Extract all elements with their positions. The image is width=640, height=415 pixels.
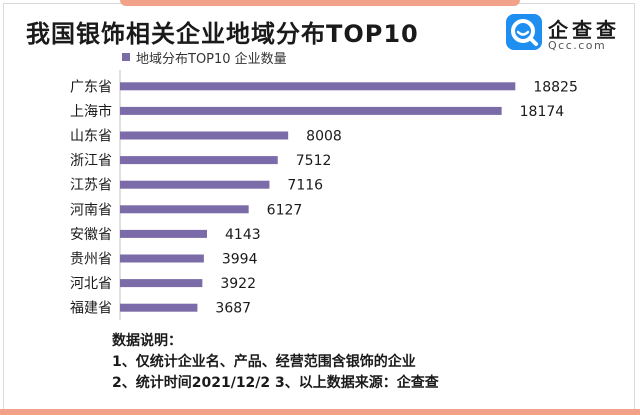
logo-name: 企查查: [548, 18, 620, 42]
data-label: 7116: [287, 178, 323, 194]
notes-heading: 数据说明：: [112, 333, 182, 349]
category-label: 福建省: [70, 301, 112, 317]
chart-legend: 地域分布TOP10 企业数量: [122, 49, 287, 67]
data-label: 6127: [267, 202, 303, 218]
data-label: 8008: [306, 129, 342, 145]
brand-logo: 企查查 Qcc.com: [506, 14, 624, 54]
logo-domain: Qcc.com: [548, 39, 607, 52]
category-label: 浙江省: [70, 153, 112, 169]
qcc-logo-icon: [506, 14, 542, 50]
data-label: 7512: [296, 153, 332, 169]
data-notes: 数据说明： 1、仅统计企业名、产品、经营范围含银饰的企业 2、统计时间2021/…: [112, 331, 439, 394]
category-label: 广东省: [70, 79, 112, 95]
category-label: 河北省: [70, 276, 112, 292]
bar: [120, 229, 208, 238]
bar: [120, 254, 204, 263]
bar: [120, 205, 249, 214]
notes-line-2: 2、统计时间2021/12/2 3、以上数据来源：企查查: [112, 375, 439, 391]
category-label: 安徽省: [70, 227, 112, 243]
category-label: 山东省: [70, 129, 112, 145]
notes-line-1: 1、仅统计企业名、产品、经营范围含银饰的企业: [112, 354, 416, 370]
bar: [120, 131, 289, 140]
legend-label: 地域分布TOP10 企业数量: [136, 51, 287, 67]
bar: [120, 106, 502, 115]
bar: [120, 180, 270, 189]
category-label: 河南省: [70, 202, 112, 218]
bar: [120, 303, 198, 312]
data-label: 18825: [533, 79, 578, 95]
category-label: 贵州省: [70, 252, 112, 268]
data-label: 4143: [225, 227, 261, 243]
data-label: 18174: [520, 104, 565, 120]
bar-chart: 广东省 18825 上海市 18174 山东省 8008 浙江省 7512 江苏省 7116 河南省…: [70, 70, 578, 320]
bar: [120, 82, 516, 91]
bar: [120, 156, 278, 165]
data-label: 3994: [222, 252, 258, 268]
bar: [120, 279, 203, 288]
category-label: 江苏省: [70, 178, 112, 194]
data-label: 3922: [220, 276, 256, 292]
top-accent-bar: [120, 0, 520, 6]
category-label: 上海市: [70, 103, 112, 120]
legend-swatch: [122, 53, 130, 61]
bottom-accent-bar: [0, 409, 640, 415]
data-label: 3687: [215, 301, 251, 317]
chart-title: 我国银饰相关企业地域分布TOP10: [26, 20, 419, 48]
figure-frame: [3, 3, 635, 410]
